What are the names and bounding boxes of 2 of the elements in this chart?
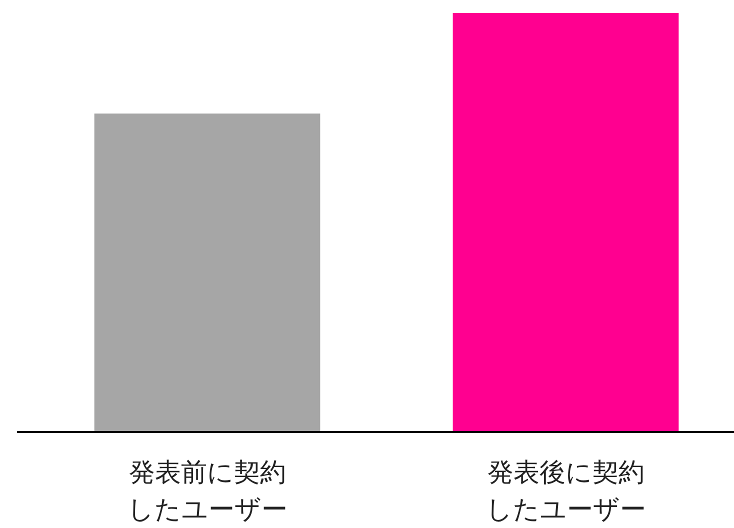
x-tick-label: 発表後に契約したユーザー	[486, 458, 646, 525]
x-tick-label: 発表前に契約したユーザー	[127, 458, 288, 525]
